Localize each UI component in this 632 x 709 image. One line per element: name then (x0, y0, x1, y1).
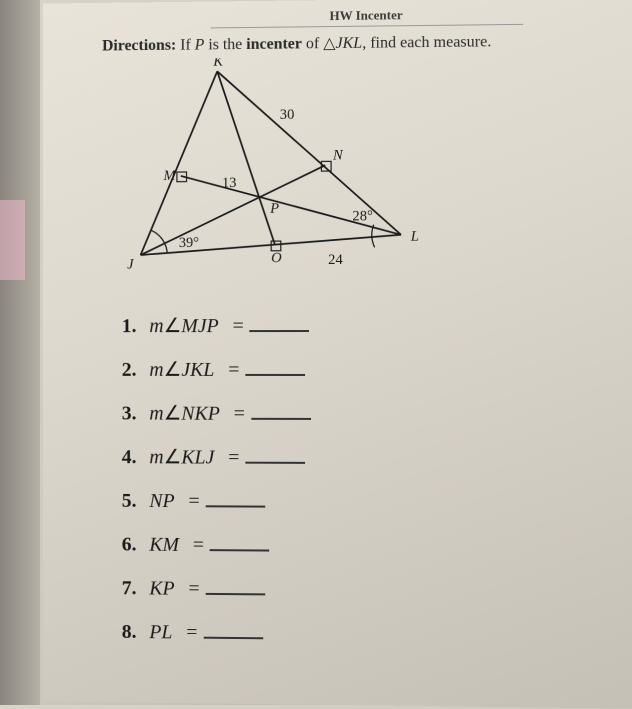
question-number: 1. (122, 315, 150, 338)
measure-label-KN: 30 (280, 107, 294, 123)
dir-t3: of △ (302, 35, 336, 52)
triangle-diagram: J K L M N O P 30 13 39° 28° 24 (112, 56, 430, 287)
measure-label-OL: 24 (328, 252, 343, 268)
dir-t4: , find each measure. (362, 33, 491, 51)
equals-sign: = (186, 622, 197, 645)
dir-tri: JKL (336, 35, 363, 52)
vertex-label-O: O (271, 250, 282, 266)
dir-var: P (195, 36, 205, 53)
answer-blank[interactable] (206, 575, 266, 595)
question-expression: PL (149, 621, 172, 644)
question-number: 4. (122, 446, 150, 469)
page-left-edge (0, 0, 40, 705)
vertex-label-N: N (332, 147, 344, 163)
question-row: 4.m∠KLJ = (122, 443, 605, 471)
right-angle-O (271, 241, 281, 251)
equals-sign: = (228, 447, 239, 470)
vertex-label-M: M (163, 168, 177, 184)
question-number: 7. (122, 577, 150, 600)
answer-blank[interactable] (206, 487, 266, 507)
measure-label-angle_L: 28° (352, 208, 373, 224)
question-number: 3. (122, 403, 150, 426)
measure-label-angle_J: 39° (179, 235, 199, 251)
questions-list: 1.m∠MJP=2.m∠JKL=3.m∠NKP=4.m∠KLJ=5.NP=6.K… (122, 312, 605, 649)
question-number: 8. (122, 621, 150, 644)
question-row: 2.m∠JKL = (122, 356, 605, 382)
question-expression: m∠KLJ (149, 444, 214, 469)
measure-label-MP: 13 (222, 175, 236, 191)
worksheet-page: HW Incenter Directions: If P is the ince… (43, 0, 632, 709)
question-expression: KP (149, 578, 174, 601)
directions-line: Directions: If P is the incenter of △JKL… (102, 30, 604, 55)
equals-sign: = (188, 578, 199, 601)
answer-blank[interactable] (245, 356, 305, 376)
edge-J-K (141, 71, 218, 255)
hw-title: HW Incenter (211, 6, 523, 29)
question-expression: m∠MJP (149, 313, 218, 338)
vertex-label-P: P (269, 201, 279, 217)
answer-blank[interactable] (210, 531, 270, 551)
question-number: 2. (122, 359, 150, 382)
vertex-label-J: J (127, 257, 134, 273)
angle-arc (151, 230, 167, 253)
answer-blank[interactable] (203, 619, 263, 640)
question-expression: m∠NKP (149, 401, 220, 426)
equals-sign: = (188, 490, 199, 513)
answer-blank[interactable] (245, 444, 305, 464)
question-row: 1.m∠MJP = (122, 312, 605, 338)
equals-sign: = (193, 534, 204, 557)
question-row: 5.NP = (122, 487, 605, 516)
question-expression: NP (149, 490, 174, 513)
directions-label: Directions: (102, 37, 176, 55)
question-number: 6. (122, 534, 150, 557)
question-number: 5. (122, 490, 150, 513)
vertex-label-K: K (212, 56, 224, 70)
question-expression: KM (149, 534, 179, 557)
equals-sign: = (233, 315, 244, 338)
pink-tab (0, 200, 25, 280)
dir-t2: is the (204, 36, 246, 53)
question-row: 7.KP = (122, 574, 605, 604)
equals-sign: = (228, 359, 239, 382)
question-row: 6.KM = (122, 531, 605, 560)
question-expression: m∠JKL (149, 357, 214, 382)
question-row: 8.PL = (122, 618, 605, 649)
dir-t1: If (180, 37, 194, 54)
equals-sign: = (234, 403, 245, 426)
answer-blank[interactable] (251, 400, 311, 420)
vertex-label-L: L (410, 228, 419, 244)
question-row: 3.m∠NKP = (122, 400, 605, 427)
dir-bold: incenter (246, 35, 302, 53)
answer-blank[interactable] (250, 312, 310, 332)
